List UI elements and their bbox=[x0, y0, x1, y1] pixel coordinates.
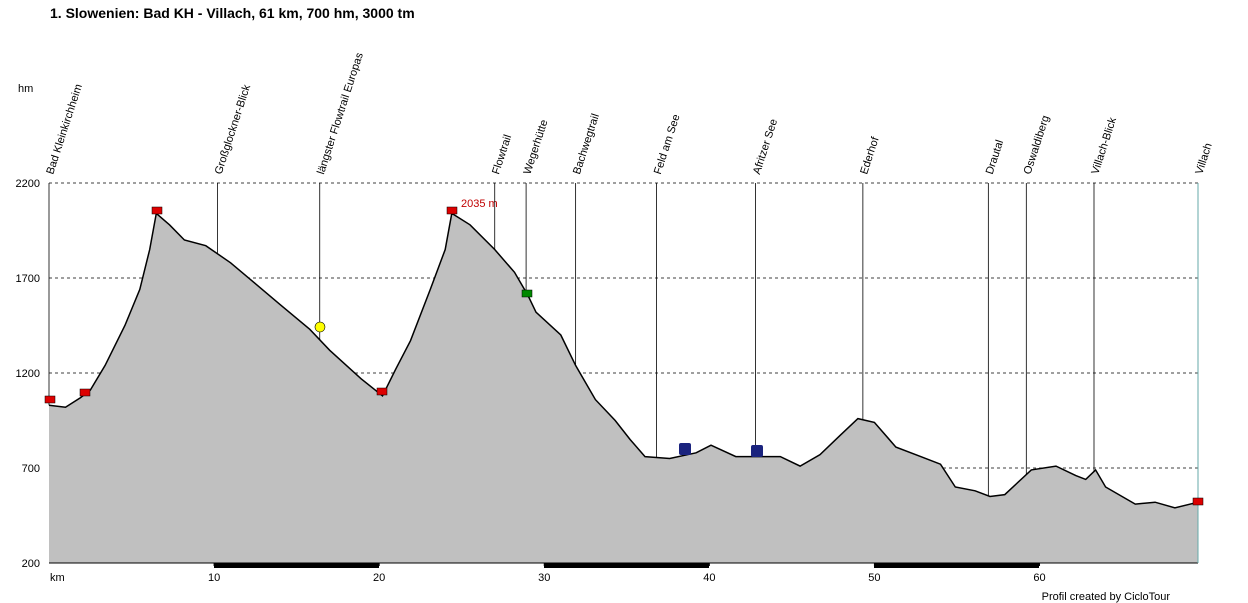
waypoint-label: Afritzer See bbox=[751, 118, 780, 176]
waypoint-label: Wegerhütte bbox=[522, 118, 551, 176]
y-axis-label: hm bbox=[18, 83, 33, 95]
waypoint-label: Flowtrail bbox=[490, 133, 514, 176]
waypoint-label: Villach-Blick bbox=[1089, 116, 1119, 176]
x-tick-label: 30 bbox=[538, 572, 550, 584]
band bbox=[874, 563, 1039, 568]
waypoint-label: Bad Kleinkirchheim bbox=[44, 83, 85, 176]
lake-icon bbox=[679, 443, 691, 455]
x-tick-label: 60 bbox=[1033, 572, 1045, 584]
footer: Profil created by CicloTour bbox=[1042, 591, 1171, 603]
y-tick-label: 2200 bbox=[16, 178, 40, 190]
band bbox=[214, 563, 379, 568]
lake-icon bbox=[751, 445, 763, 457]
x-tick-label: 20 bbox=[373, 572, 385, 584]
x-tick-label: 10 bbox=[208, 572, 220, 584]
waypoint-label: Ederhof bbox=[858, 135, 882, 176]
waypoint-label: Bachwegtrail bbox=[571, 112, 602, 176]
x-tick-label: 40 bbox=[703, 572, 715, 584]
x-tick-label: 50 bbox=[868, 572, 880, 584]
elevation-line bbox=[48, 211, 1199, 509]
poi-icon bbox=[44, 395, 56, 404]
waypoint-label: Drautal bbox=[984, 138, 1006, 175]
poi-icon bbox=[446, 206, 458, 215]
y-tick-label: 200 bbox=[22, 558, 40, 570]
x-axis-label: km bbox=[50, 572, 65, 584]
waypoint-label: Großglockner-Blick bbox=[213, 83, 253, 176]
elevation-area bbox=[49, 213, 1198, 563]
poi-icon bbox=[1192, 497, 1204, 506]
smiley-icon bbox=[314, 321, 326, 333]
waypoint-label: Oswaldiberg bbox=[1022, 114, 1052, 176]
poi-icon bbox=[376, 387, 388, 396]
y-tick-label: 1200 bbox=[16, 368, 40, 380]
chart-title: 1. Slowenien: Bad KH - Villach, 61 km, 7… bbox=[50, 5, 415, 21]
poi-icon bbox=[79, 388, 91, 397]
peak-annotation: 2035 m bbox=[461, 198, 498, 210]
waypoint-label: längster Flowtrail Europas bbox=[315, 51, 366, 176]
band bbox=[544, 563, 709, 568]
waypoint-label: Feld am See bbox=[652, 113, 683, 176]
poi-icon bbox=[151, 206, 163, 215]
poi-icon bbox=[521, 289, 533, 298]
y-tick-label: 1700 bbox=[16, 273, 40, 285]
axis-bands bbox=[214, 563, 1039, 568]
y-tick-label: 700 bbox=[22, 463, 40, 475]
waypoint-label: Villach bbox=[1193, 142, 1214, 176]
